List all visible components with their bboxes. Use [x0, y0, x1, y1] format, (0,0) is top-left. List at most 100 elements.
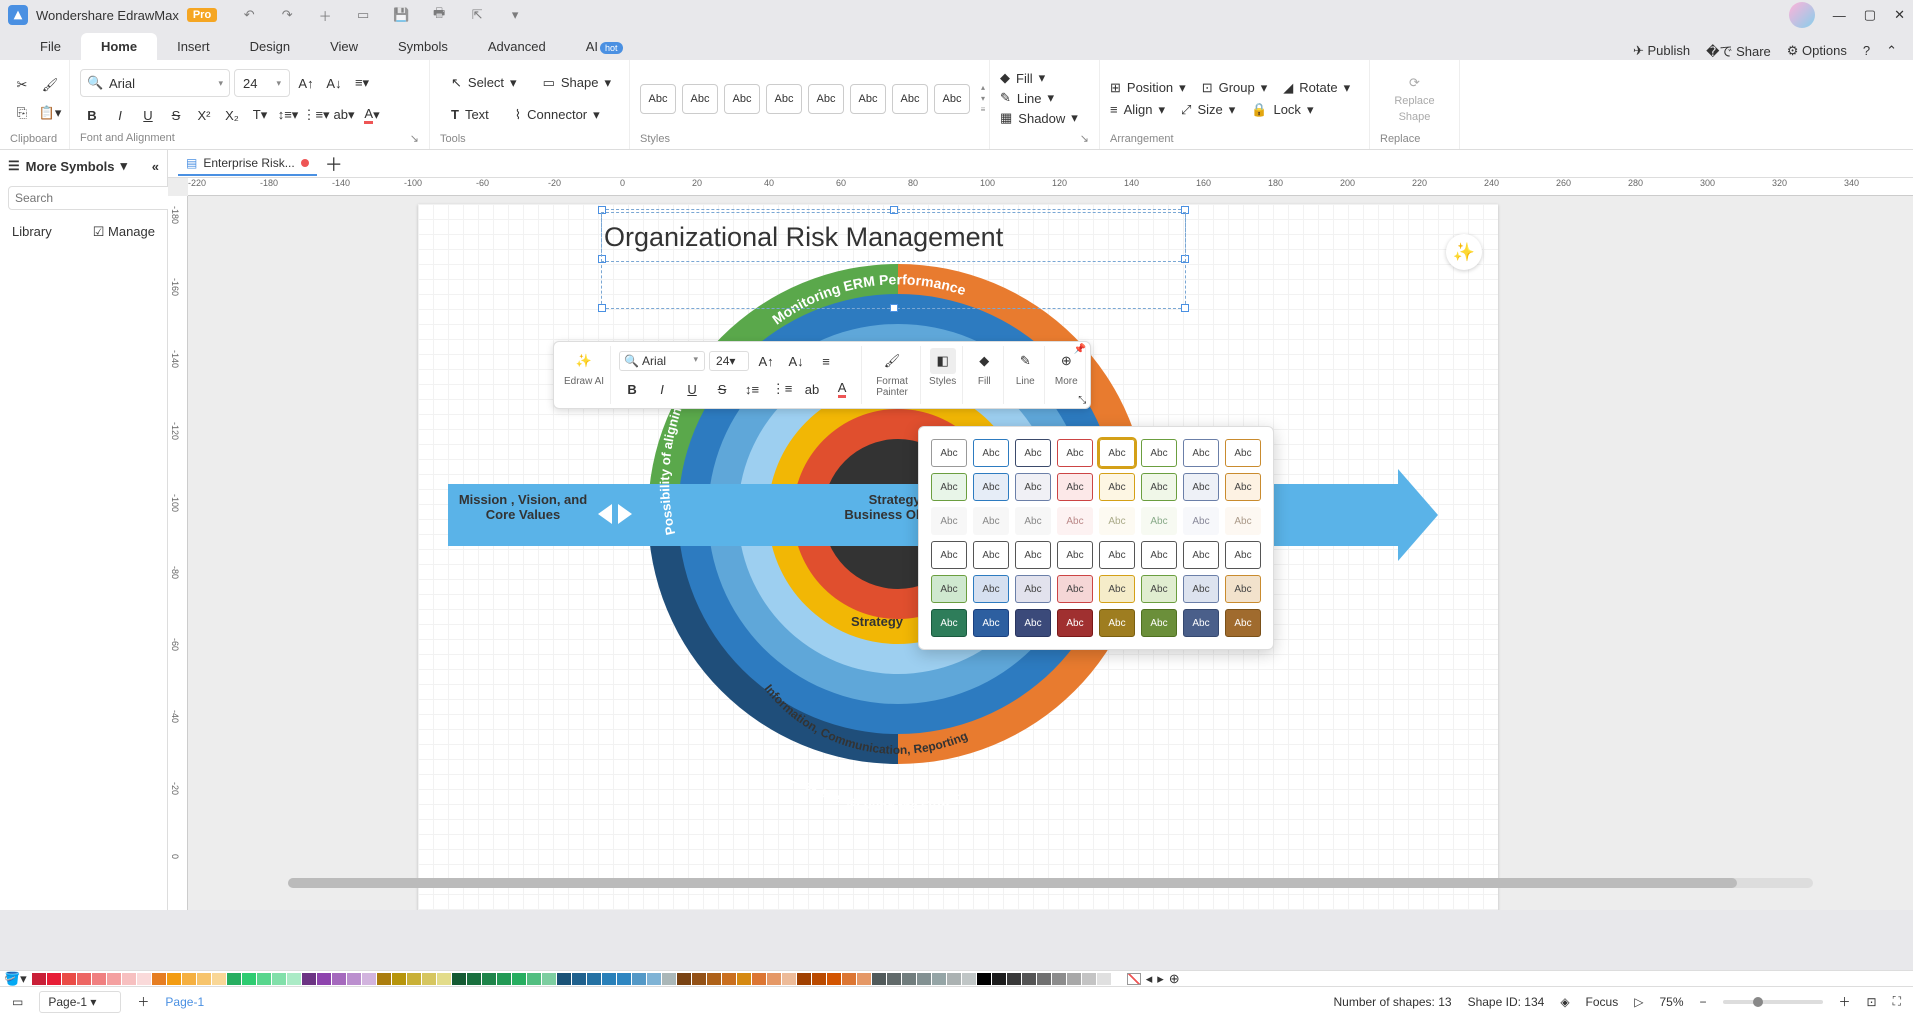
- shape-tool[interactable]: ▭ Shape▾: [532, 70, 622, 96]
- color-swatch[interactable]: [752, 973, 766, 985]
- style-cell[interactable]: Abc: [973, 439, 1009, 467]
- color-swatch[interactable]: [527, 973, 541, 985]
- style-cell[interactable]: Abc: [1141, 609, 1177, 637]
- style-cell[interactable]: Abc: [1183, 541, 1219, 569]
- color-swatch[interactable]: [272, 973, 286, 985]
- style-cell[interactable]: Abc: [1225, 575, 1261, 603]
- color-swatch[interactable]: [482, 973, 496, 985]
- style-cell[interactable]: Abc: [1057, 439, 1093, 467]
- italic-icon[interactable]: I: [108, 103, 132, 127]
- color-swatch[interactable]: [647, 973, 661, 985]
- style-swatch[interactable]: Abc: [682, 84, 718, 114]
- color-swatch[interactable]: [692, 973, 706, 985]
- replace-shape-icon[interactable]: ⟳: [1409, 75, 1420, 91]
- color-add-icon[interactable]: ⊕: [1169, 971, 1180, 987]
- style-cell[interactable]: Abc: [1057, 473, 1093, 501]
- cut-icon[interactable]: ✂: [10, 73, 34, 97]
- color-swatch[interactable]: [287, 973, 301, 985]
- ft-align-icon[interactable]: ≡: [813, 348, 839, 374]
- collapse-ribbon-icon[interactable]: ⌃: [1886, 43, 1897, 59]
- ft-italic-icon[interactable]: I: [649, 376, 675, 402]
- style-cell[interactable]: Abc: [1015, 439, 1051, 467]
- font-color-icon[interactable]: A▾: [360, 103, 384, 127]
- color-swatch[interactable]: [632, 973, 646, 985]
- color-swatch[interactable]: [1097, 973, 1111, 985]
- ft-ab-icon[interactable]: ab: [799, 376, 825, 402]
- library-tab[interactable]: Library: [12, 224, 52, 240]
- font-dialog-icon[interactable]: ↘: [410, 132, 419, 145]
- style-cell[interactable]: Abc: [1225, 541, 1261, 569]
- style-cell[interactable]: Abc: [1141, 473, 1177, 501]
- decrease-font-icon[interactable]: A↓: [322, 71, 346, 95]
- color-swatch[interactable]: [917, 973, 931, 985]
- group-button[interactable]: ⊡ Group▾: [1202, 80, 1268, 96]
- style-cell[interactable]: Abc: [1141, 541, 1177, 569]
- style-cell[interactable]: Abc: [1057, 609, 1093, 637]
- style-cell[interactable]: Abc: [931, 609, 967, 637]
- page-select[interactable]: Page-1 ▾: [39, 991, 121, 1013]
- color-swatch[interactable]: [797, 973, 811, 985]
- rotate-button[interactable]: ◢ Rotate▾: [1283, 80, 1350, 96]
- page-tab[interactable]: Page-1: [165, 995, 204, 1009]
- style-cell[interactable]: Abc: [1183, 575, 1219, 603]
- symbols-search-input[interactable]: [8, 186, 177, 210]
- style-cell[interactable]: Abc: [1183, 439, 1219, 467]
- minimize-icon[interactable]: —: [1833, 8, 1846, 23]
- text-direction-icon[interactable]: ab▾: [332, 103, 356, 127]
- open-icon[interactable]: ▭: [351, 3, 375, 27]
- ft-size-select[interactable]: 24▾: [709, 351, 749, 371]
- more-qat-icon[interactable]: ▾: [503, 3, 527, 27]
- color-swatch[interactable]: [1067, 973, 1081, 985]
- add-tab-icon[interactable]: ＋: [325, 151, 343, 177]
- edraw-ai-icon[interactable]: ✨: [571, 348, 597, 374]
- color-swatch[interactable]: [122, 973, 136, 985]
- avatar[interactable]: [1789, 2, 1815, 28]
- color-swatch[interactable]: [227, 973, 241, 985]
- style-cell[interactable]: Abc: [1015, 575, 1051, 603]
- font-family-select[interactable]: 🔍Arial▾: [80, 69, 230, 97]
- help-icon[interactable]: ?: [1863, 43, 1870, 58]
- color-swatch[interactable]: [722, 973, 736, 985]
- style-cell[interactable]: Abc: [973, 473, 1009, 501]
- menu-tab-home[interactable]: Home: [81, 33, 157, 60]
- color-swatch[interactable]: [617, 973, 631, 985]
- color-swatch[interactable]: [92, 973, 106, 985]
- style-cell[interactable]: Abc: [1057, 541, 1093, 569]
- fit-page-icon[interactable]: ⊡: [1867, 995, 1877, 1009]
- font-size-select[interactable]: 24▾: [234, 69, 290, 97]
- manage-tab[interactable]: ☑ Manage: [93, 224, 155, 240]
- style-cell[interactable]: Abc: [1183, 507, 1219, 535]
- color-swatch[interactable]: [32, 973, 46, 985]
- zoom-in-icon[interactable]: ＋: [1839, 993, 1851, 1010]
- ft-styles-icon[interactable]: ◧: [930, 348, 956, 374]
- color-swatch[interactable]: [1082, 973, 1096, 985]
- style-cell[interactable]: Abc: [973, 507, 1009, 535]
- paste-icon[interactable]: 📋▾: [38, 101, 62, 125]
- canvas[interactable]: Mission , Vision, and Core Values Strate…: [188, 196, 1913, 890]
- style-cell[interactable]: Abc: [931, 439, 967, 467]
- zoom-out-icon[interactable]: −: [1700, 995, 1707, 1009]
- style-swatch[interactable]: Abc: [766, 84, 802, 114]
- color-swatch[interactable]: [977, 973, 991, 985]
- color-swatch[interactable]: [677, 973, 691, 985]
- ft-format-painter-icon[interactable]: 🖌: [879, 348, 905, 374]
- color-swatch[interactable]: [1007, 973, 1021, 985]
- bold-icon[interactable]: B: [80, 103, 104, 127]
- fill-button[interactable]: ◆ Fill▾: [1000, 70, 1078, 86]
- copy-icon[interactable]: ⎘: [10, 101, 34, 125]
- style-cell[interactable]: Abc: [931, 541, 967, 569]
- no-fill-swatch[interactable]: [1127, 973, 1141, 985]
- ft-pin-icon[interactable]: 📌: [1074, 344, 1086, 355]
- line-spacing-icon[interactable]: ↕≡▾: [276, 103, 300, 127]
- strike-icon[interactable]: S: [164, 103, 188, 127]
- color-swatch[interactable]: [1037, 973, 1051, 985]
- color-swatch[interactable]: [842, 973, 856, 985]
- ft-bullets-icon[interactable]: ⋮≡: [769, 376, 795, 402]
- color-swatch[interactable]: [422, 973, 436, 985]
- publish-button[interactable]: ✈ Publish: [1633, 43, 1690, 59]
- style-cell[interactable]: Abc: [1057, 507, 1093, 535]
- color-swatch[interactable]: [542, 973, 556, 985]
- ft-spacing-icon[interactable]: ↕≡: [739, 376, 765, 402]
- focus-button[interactable]: Focus: [1586, 995, 1619, 1009]
- color-swatch[interactable]: [62, 973, 76, 985]
